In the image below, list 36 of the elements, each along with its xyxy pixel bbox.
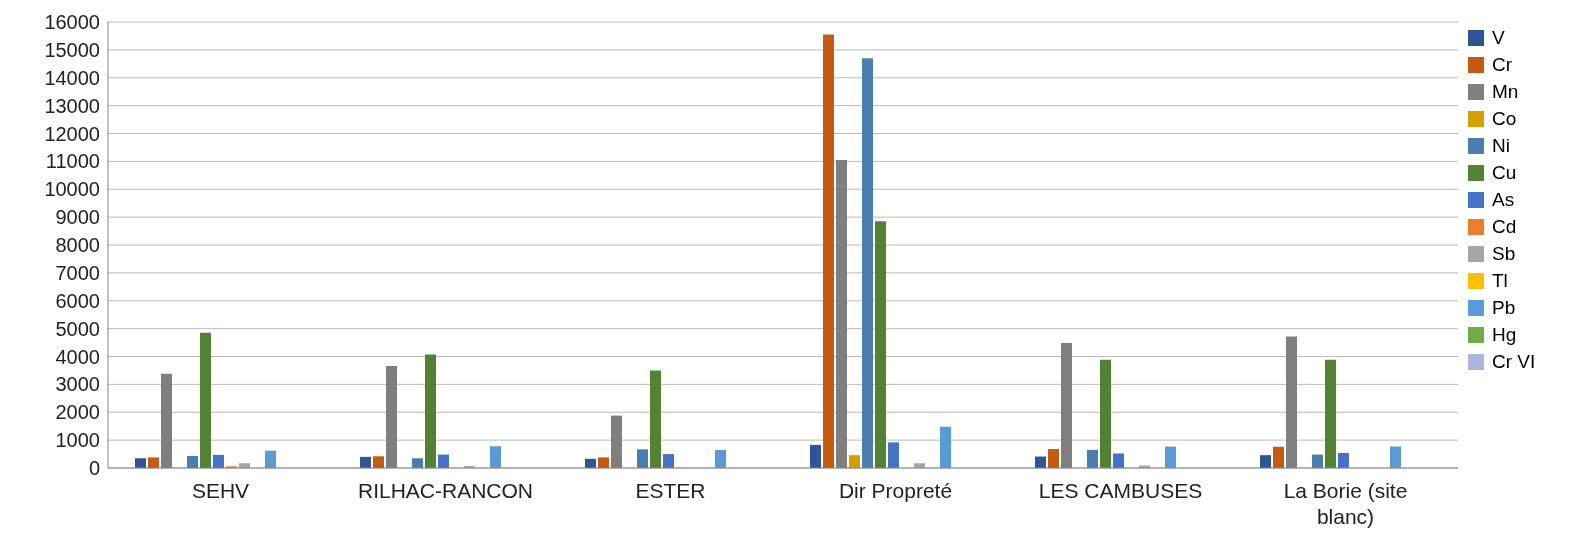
x-tick-label: ESTER	[635, 479, 706, 502]
y-tick-label: 14000	[44, 66, 100, 89]
legend-label: Tl	[1491, 270, 1509, 291]
legend-label: Cd	[1491, 216, 1518, 237]
y-tick-label: 5000	[55, 317, 100, 340]
y-tick-label: 7000	[55, 261, 100, 284]
y-tick-label: 2000	[55, 401, 100, 424]
legend-label: Cr VI	[1491, 351, 1537, 372]
legend-label: Hg	[1491, 324, 1518, 345]
y-tick-label: 15000	[44, 38, 100, 61]
x-tick-label: La Borie (site blanc)	[1283, 479, 1408, 528]
legend-label: Ni	[1491, 135, 1511, 156]
y-tick-label: 1000	[55, 429, 100, 452]
y-tick-label: 11000	[45, 150, 100, 173]
y-tick-label: 3000	[55, 373, 100, 396]
legend-label: Co	[1491, 108, 1518, 129]
legend-label: Cu	[1491, 162, 1518, 183]
y-tick-label: 10000	[44, 178, 100, 201]
legend-label: V	[1491, 27, 1506, 48]
y-tick-label: 9000	[55, 206, 100, 229]
legend-label: Sb	[1491, 243, 1517, 264]
x-tick-label: LES CAMBUSES	[1038, 479, 1203, 502]
legend-label: Mn	[1491, 81, 1520, 102]
x-tick-label: Dir Propreté	[838, 479, 953, 502]
y-tick-label: 12000	[44, 122, 100, 145]
x-tick-label: RILHAC-RANCON	[357, 479, 534, 502]
y-tick-label: 6000	[55, 289, 100, 312]
y-tick-label: 8000	[55, 234, 100, 257]
legend-label: Pb	[1491, 297, 1517, 318]
legend-label: Cr	[1491, 54, 1514, 75]
y-tick-label: 0	[88, 457, 100, 480]
y-tick-label: 16000	[44, 11, 100, 34]
y-tick-label: 13000	[44, 94, 100, 117]
legend-label: As	[1491, 189, 1516, 210]
x-tick-label: SEHV	[191, 479, 250, 502]
y-tick-label: 4000	[55, 345, 100, 368]
